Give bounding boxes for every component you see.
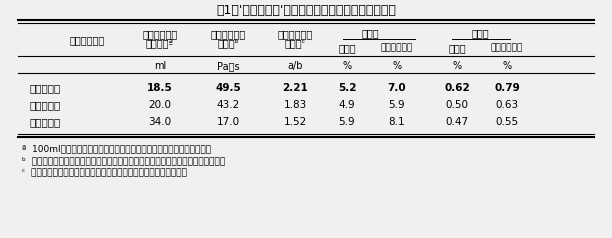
- Text: Pa･s: Pa･s: [217, 61, 239, 71]
- Text: 表1　'にたきこま'の加熱調理適性（トマトソース）: 表1 'にたきこま'の加熱調理適性（トマトソース）: [216, 5, 396, 18]
- Text: 8.1: 8.1: [389, 117, 405, 127]
- Text: トマトソース: トマトソース: [381, 44, 413, 53]
- Text: 0.63: 0.63: [496, 100, 518, 110]
- Text: 5.9: 5.9: [389, 100, 405, 110]
- Text: a/b: a/b: [287, 61, 303, 71]
- Text: トマトソース: トマトソース: [143, 29, 177, 39]
- Text: ª  100mlのトマトソースから５分間にガーゼを通過して落下した液量。: ª 100mlのトマトソースから５分間にガーゼを通過して落下した液量。: [22, 144, 211, 154]
- Text: 0.79: 0.79: [494, 83, 520, 93]
- Text: 生果重: 生果重: [448, 43, 466, 53]
- Text: 酸　度: 酸 度: [471, 28, 489, 38]
- Text: 糖　度: 糖 度: [361, 28, 379, 38]
- Text: 色　調ᶜ: 色 調ᶜ: [285, 38, 305, 48]
- Text: 43.2: 43.2: [217, 100, 240, 110]
- Text: 5.9: 5.9: [338, 117, 356, 127]
- Text: 49.5: 49.5: [215, 83, 241, 93]
- Text: %: %: [343, 61, 351, 71]
- Text: 18.5: 18.5: [147, 83, 173, 93]
- Text: 7.0: 7.0: [387, 83, 406, 93]
- Text: 17.0: 17.0: [217, 117, 239, 127]
- Text: 桃　太　郎: 桃 太 郎: [30, 117, 61, 127]
- Text: ml: ml: [154, 61, 166, 71]
- Text: トマトソース: トマトソース: [277, 29, 313, 39]
- Text: トマトソース: トマトソース: [211, 29, 245, 39]
- Text: にたきこま: にたきこま: [30, 83, 61, 93]
- Text: 34.0: 34.0: [149, 117, 171, 127]
- Text: 粘　度ᵇ: 粘 度ᵇ: [217, 38, 239, 48]
- Text: 0.50: 0.50: [446, 100, 469, 110]
- Text: トマトソース: トマトソース: [491, 44, 523, 53]
- Text: 生果重: 生果重: [338, 43, 356, 53]
- Text: ᵇ  値が大きいほどトマトソースの粘度が高い。２回収穫・調査した平均値を示す。: ᵇ 値が大きいほどトマトソースの粘度が高い。２回収穫・調査した平均値を示す。: [22, 157, 225, 165]
- Text: 0.47: 0.47: [446, 117, 469, 127]
- Text: 品種・系統名: 品種・系統名: [70, 35, 105, 45]
- Text: %: %: [502, 61, 512, 71]
- Text: 4.9: 4.9: [338, 100, 356, 110]
- Text: 1.83: 1.83: [283, 100, 307, 110]
- Text: 0.55: 0.55: [496, 117, 518, 127]
- Text: ᶜ  値が大きいほど赤味が強い。２回収穫・調査した平均値を示す。: ᶜ 値が大きいほど赤味が強い。２回収穫・調査した平均値を示す。: [22, 169, 187, 178]
- Text: 落下液量ª: 落下液量ª: [146, 38, 174, 48]
- Text: 2.21: 2.21: [282, 83, 308, 93]
- Text: 1.52: 1.52: [283, 117, 307, 127]
- Text: 20.0: 20.0: [149, 100, 171, 110]
- Text: なつのこま: なつのこま: [30, 100, 61, 110]
- Text: %: %: [452, 61, 461, 71]
- Text: 0.62: 0.62: [444, 83, 470, 93]
- Text: 5.2: 5.2: [338, 83, 356, 93]
- Text: %: %: [392, 61, 401, 71]
